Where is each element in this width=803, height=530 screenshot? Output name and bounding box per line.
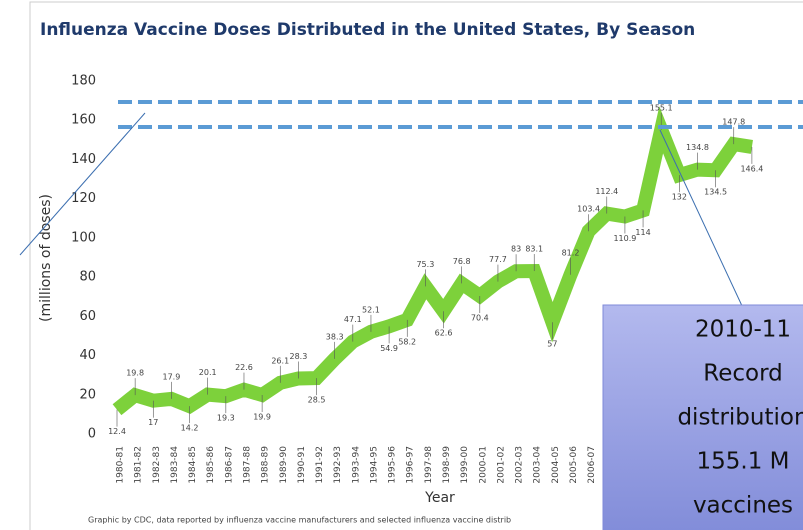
data-label: 47.1 bbox=[344, 315, 362, 324]
y-tick-label: 80 bbox=[79, 270, 96, 285]
y-tick-label: 20 bbox=[79, 387, 96, 402]
x-tick-label: 1989-90 bbox=[279, 446, 289, 484]
x-tick-label: 2001-02 bbox=[496, 446, 506, 484]
x-tick-label: 1993-94 bbox=[351, 446, 361, 484]
x-tick-label: 1988-89 bbox=[261, 446, 271, 484]
x-tick-label: 1997-98 bbox=[424, 446, 434, 484]
x-tick-label: 1980-81 bbox=[116, 446, 126, 484]
x-tick-label: 1985-86 bbox=[206, 446, 216, 484]
data-label: 19.9 bbox=[253, 412, 271, 421]
y-tick-label: 120 bbox=[71, 191, 96, 206]
data-label: 76.8 bbox=[453, 257, 471, 266]
data-label: 77.7 bbox=[489, 255, 507, 264]
chart-title: Influenza Vaccine Doses Distributed in t… bbox=[40, 20, 695, 40]
x-tick-label: 1999-00 bbox=[460, 446, 470, 484]
data-label: 75.3 bbox=[416, 260, 434, 269]
x-tick-label: 1981-82 bbox=[134, 446, 144, 484]
x-tick-label: 1994-95 bbox=[369, 446, 379, 484]
data-label: 12.4 bbox=[108, 427, 126, 436]
x-tick-label: 2003-04 bbox=[533, 446, 543, 484]
data-label: 62.6 bbox=[435, 329, 453, 338]
data-label: 103.4 bbox=[577, 205, 600, 214]
x-tick-label: 2006-07 bbox=[587, 446, 597, 484]
data-label: 28.5 bbox=[308, 396, 326, 405]
x-tick-label: 1995-96 bbox=[388, 446, 398, 484]
data-label: 58.2 bbox=[398, 337, 416, 346]
data-label: 112.4 bbox=[595, 187, 618, 196]
x-tick-label: 1990-91 bbox=[297, 446, 307, 484]
data-label: 81.2 bbox=[562, 248, 580, 257]
footnote: Graphic by CDC, data reported by influen… bbox=[88, 516, 511, 525]
data-label: 38.3 bbox=[326, 332, 344, 341]
x-axis-label: Year bbox=[424, 490, 455, 506]
data-label: 26.1 bbox=[271, 356, 289, 365]
y-tick-label: 60 bbox=[79, 309, 96, 324]
data-label: 19.3 bbox=[217, 414, 235, 423]
y-tick-label: 0 bbox=[88, 427, 96, 442]
data-label: 54.9 bbox=[380, 344, 398, 353]
callout-text: vaccines bbox=[693, 493, 793, 519]
series-line bbox=[112, 106, 753, 416]
data-label: 110.9 bbox=[613, 234, 636, 243]
y-tick-label: 160 bbox=[71, 113, 96, 128]
pointer-line bbox=[19, 112, 146, 256]
data-label: 14.2 bbox=[181, 424, 199, 433]
data-label: 22.6 bbox=[235, 363, 253, 372]
data-label: 155.1 bbox=[650, 103, 673, 112]
data-label: 132 bbox=[672, 193, 687, 202]
x-tick-label: 1984-85 bbox=[188, 446, 198, 484]
data-label: 134.8 bbox=[686, 143, 709, 152]
x-tick-label: 2004-05 bbox=[551, 446, 561, 484]
data-label: 28.3 bbox=[289, 352, 307, 361]
x-tick-label: 1992-93 bbox=[333, 446, 343, 484]
x-tick-label: 1996-97 bbox=[406, 446, 416, 484]
x-tick-label: 1983-84 bbox=[170, 446, 180, 484]
x-tick-label: 1998-99 bbox=[442, 446, 452, 484]
callout-text: distribution bbox=[677, 405, 803, 431]
pointer-line bbox=[659, 129, 744, 309]
data-label: 114 bbox=[635, 228, 650, 237]
x-tick-label: 1986-87 bbox=[224, 446, 234, 484]
y-axis-label: (millions of doses) bbox=[38, 194, 54, 322]
y-tick-label: 100 bbox=[71, 230, 96, 245]
y-tick-label: 180 bbox=[71, 74, 96, 89]
data-label: 147.8 bbox=[722, 118, 745, 127]
x-tick-label: 1982-83 bbox=[152, 446, 162, 484]
data-label: 20.1 bbox=[199, 368, 217, 377]
callout: 2010-11 Record distribution 155.1 M vaccines bbox=[677, 317, 803, 519]
data-label: 83 bbox=[511, 245, 521, 254]
data-label: 70.4 bbox=[471, 313, 489, 322]
plot: 0 20 40 60 80 100 120 140 160 180 1980-81 1981-82 19… bbox=[71, 74, 763, 484]
y-tick-label: 40 bbox=[79, 348, 96, 363]
x-tick-label: 1991-92 bbox=[315, 446, 325, 484]
callout-text: Record bbox=[703, 361, 782, 387]
data-label: 57 bbox=[547, 340, 557, 349]
y-tick-label: 140 bbox=[71, 152, 96, 167]
data-label: 17 bbox=[148, 418, 158, 427]
x-tick-label: 2000-01 bbox=[478, 446, 488, 484]
x-tick-label: 1987-88 bbox=[242, 446, 252, 484]
callout-box bbox=[602, 304, 803, 530]
x-tick-label: 2005-06 bbox=[569, 446, 579, 484]
data-label: 134.5 bbox=[704, 188, 727, 197]
x-tick-label: 2002-03 bbox=[515, 446, 525, 484]
callout-text: 2010-11 bbox=[695, 317, 791, 343]
data-label: 17.9 bbox=[163, 372, 181, 381]
data-label: 52.1 bbox=[362, 305, 380, 314]
data-label: 19.8 bbox=[126, 369, 144, 378]
callout-text: 155.1 M bbox=[697, 449, 790, 475]
data-label: 146.4 bbox=[740, 164, 763, 173]
data-label: 83.1 bbox=[525, 245, 543, 254]
